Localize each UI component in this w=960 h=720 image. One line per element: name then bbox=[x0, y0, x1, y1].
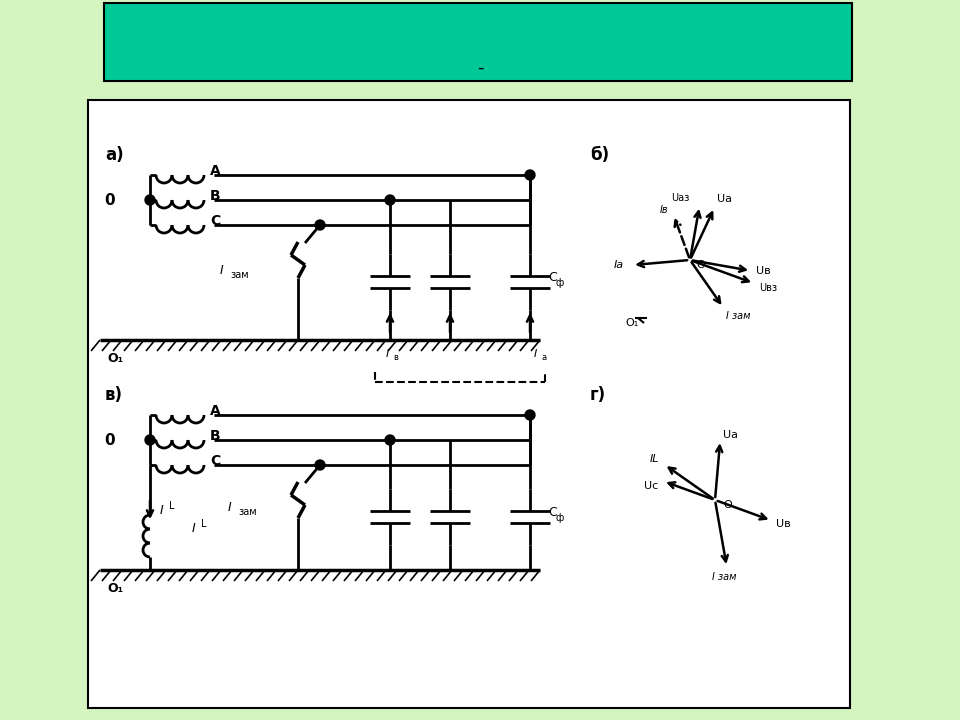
Text: О₁: О₁ bbox=[107, 351, 123, 364]
Text: I: I bbox=[160, 503, 164, 516]
Text: а): а) bbox=[105, 146, 124, 164]
Text: L: L bbox=[169, 501, 175, 511]
Text: О: О bbox=[723, 500, 732, 510]
Text: I: I bbox=[534, 349, 537, 359]
Text: Uc: Uc bbox=[644, 481, 659, 491]
Text: B: B bbox=[210, 189, 221, 203]
Text: ф: ф bbox=[556, 278, 564, 288]
Text: Iв: Iв bbox=[660, 205, 668, 215]
Circle shape bbox=[145, 435, 155, 445]
Text: в): в) bbox=[105, 386, 123, 404]
Text: C: C bbox=[210, 454, 220, 468]
Text: I зам: I зам bbox=[727, 310, 751, 320]
Text: I: I bbox=[220, 264, 224, 276]
Text: зам: зам bbox=[230, 270, 249, 280]
Text: Ua: Ua bbox=[716, 194, 732, 204]
Text: Uв: Uв bbox=[756, 266, 771, 276]
Text: 0: 0 bbox=[105, 192, 115, 207]
Circle shape bbox=[315, 460, 325, 470]
Text: ф: ф bbox=[556, 513, 564, 523]
Text: I: I bbox=[192, 521, 196, 534]
Text: I: I bbox=[228, 500, 231, 513]
Text: в: в bbox=[394, 353, 398, 361]
Text: C: C bbox=[210, 214, 220, 228]
Circle shape bbox=[525, 170, 535, 180]
Text: L: L bbox=[201, 519, 206, 529]
Text: О₁: О₁ bbox=[107, 582, 123, 595]
Text: I: I bbox=[385, 349, 389, 359]
Text: C: C bbox=[548, 505, 557, 518]
Text: Uв: Uв bbox=[777, 518, 791, 528]
Text: г): г) bbox=[590, 386, 606, 404]
Text: -: - bbox=[477, 59, 483, 77]
Text: Uвз: Uвз bbox=[759, 283, 777, 293]
Circle shape bbox=[385, 435, 395, 445]
Text: Uaз: Uaз bbox=[671, 193, 689, 203]
Text: IL: IL bbox=[650, 454, 660, 464]
Circle shape bbox=[525, 410, 535, 420]
Circle shape bbox=[385, 195, 395, 205]
Text: а: а bbox=[541, 353, 546, 361]
Text: б): б) bbox=[590, 146, 610, 164]
Circle shape bbox=[145, 195, 155, 205]
FancyBboxPatch shape bbox=[104, 3, 852, 81]
Text: 0: 0 bbox=[105, 433, 115, 448]
FancyBboxPatch shape bbox=[88, 100, 850, 708]
Text: О: О bbox=[696, 260, 705, 270]
Text: A: A bbox=[210, 404, 221, 418]
Text: зам: зам bbox=[238, 507, 256, 517]
Text: Ua: Ua bbox=[723, 431, 738, 440]
Text: B: B bbox=[210, 429, 221, 443]
Text: О₁: О₁ bbox=[625, 318, 638, 328]
Circle shape bbox=[315, 220, 325, 230]
Text: I зам: I зам bbox=[711, 572, 736, 582]
Text: Iа: Iа bbox=[614, 260, 624, 270]
Text: C: C bbox=[548, 271, 557, 284]
Text: A: A bbox=[210, 164, 221, 178]
